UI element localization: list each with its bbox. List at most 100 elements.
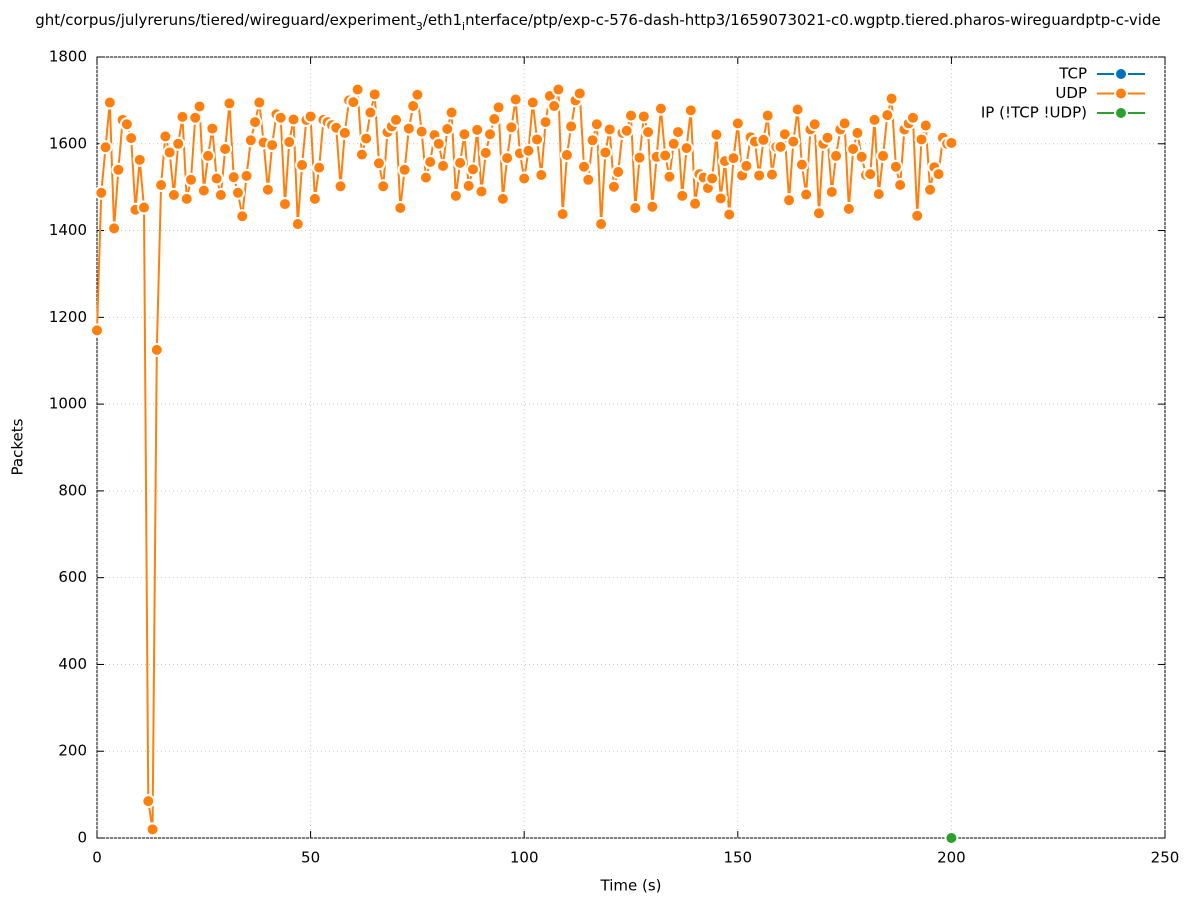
data-point (850, 125, 865, 140)
title-segment: /eth1 (423, 11, 462, 29)
data-point (239, 168, 254, 183)
data-point (111, 162, 126, 177)
data-point (782, 193, 797, 208)
data-point (158, 129, 173, 144)
data-point (538, 115, 553, 130)
plot-frame (96, 56, 1166, 839)
data-point (517, 171, 532, 186)
data-point (683, 103, 698, 118)
y-tick-label: 0 (77, 829, 87, 847)
data-point (923, 182, 938, 197)
data-point (149, 342, 164, 357)
data-point (363, 105, 378, 120)
data-point (192, 99, 207, 114)
data-point (675, 188, 690, 203)
data-point (876, 148, 891, 163)
data-point (564, 119, 579, 134)
data-point (218, 141, 233, 156)
data-point (333, 179, 348, 194)
x-tick-label: 50 (301, 849, 320, 867)
data-point (406, 99, 421, 114)
data-point (653, 101, 668, 116)
x-tick-label: 250 (1151, 849, 1180, 867)
data-point (431, 136, 446, 151)
data-point (491, 100, 506, 115)
data-point (94, 185, 109, 200)
data-point (786, 134, 801, 149)
data-point (337, 125, 352, 140)
y-tick-label: 200 (58, 742, 87, 760)
data-point (465, 162, 480, 177)
data-point (713, 191, 728, 206)
legend-marker (1114, 86, 1128, 101)
legend-label: IP (!TCP !UDP) (981, 104, 1087, 122)
data-point (790, 102, 805, 117)
data-point (209, 171, 224, 186)
data-point (880, 108, 895, 123)
data-point (764, 167, 779, 182)
data-point (752, 168, 767, 183)
data-point (478, 145, 493, 160)
data-point (222, 96, 237, 111)
data-point (277, 197, 292, 212)
data-point (893, 177, 908, 192)
data-point (414, 124, 429, 139)
data-point (201, 148, 216, 163)
y-tick-label: 800 (58, 481, 87, 499)
data-point (944, 135, 959, 150)
data-point (196, 183, 211, 198)
data-point (423, 155, 438, 170)
data-point (107, 221, 122, 236)
data-point (594, 217, 609, 232)
data-point (577, 159, 592, 174)
data-point (286, 112, 301, 127)
data-point (102, 95, 117, 110)
data-point (393, 200, 408, 215)
data-point (461, 178, 476, 193)
data-point (884, 91, 899, 106)
legend-marker (1114, 67, 1128, 81)
data-point (457, 127, 472, 142)
data-point (483, 127, 498, 142)
x-tick-label: 100 (510, 849, 539, 867)
data-point (162, 145, 177, 160)
data-point (98, 140, 113, 155)
data-point (136, 200, 151, 215)
data-point (359, 131, 374, 146)
legend-marker (1114, 106, 1128, 120)
data-point (666, 136, 681, 151)
data-point (820, 130, 835, 145)
data-point (837, 116, 852, 131)
x-tick-label: 150 (723, 849, 752, 867)
data-point (205, 121, 220, 136)
data-point (453, 155, 468, 170)
data-point (248, 115, 263, 130)
data-point (175, 109, 190, 124)
data-point (888, 159, 903, 174)
data-point (243, 133, 258, 148)
data-point (132, 152, 147, 167)
data-point (346, 95, 361, 110)
data-point (829, 148, 844, 163)
y-tick-label: 1600 (49, 134, 87, 152)
data-point (722, 207, 737, 222)
data-point (312, 160, 327, 175)
data-point (777, 127, 792, 142)
data-point (632, 150, 647, 165)
data-point (367, 87, 382, 102)
title-segment: nterface/ptp/exp-c-576-dash-http3/165907… (465, 11, 1161, 29)
data-point (841, 201, 856, 216)
data-point (260, 182, 275, 197)
data-point (794, 157, 809, 172)
data-point (521, 143, 536, 158)
data-point (773, 139, 788, 154)
y-tick-label: 1800 (49, 48, 87, 66)
data-point (183, 172, 198, 187)
data-point (760, 108, 775, 123)
data-point (602, 122, 617, 137)
legend-label: TCP (1058, 65, 1087, 83)
data-point (389, 112, 404, 127)
data-point (662, 169, 677, 184)
y-tick-label: 400 (58, 655, 87, 673)
data-point (910, 208, 925, 223)
